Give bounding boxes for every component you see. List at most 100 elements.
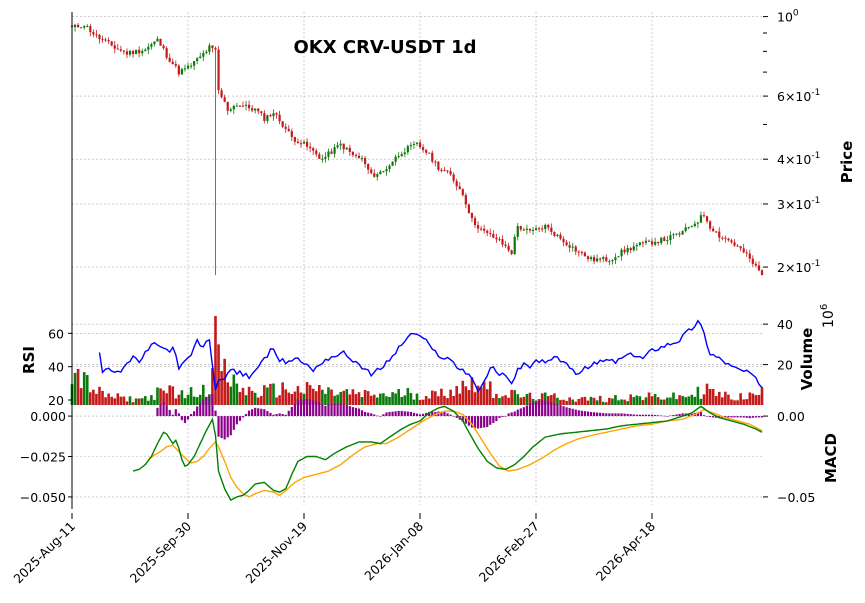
- volume-bar: [363, 389, 367, 405]
- volume-bar: [427, 398, 431, 405]
- candle-body: [693, 223, 696, 227]
- date-tick-label: 2025-Sep-30: [127, 518, 194, 585]
- candle-body: [403, 152, 406, 155]
- macd-histogram-bar: [528, 403, 532, 417]
- macd-histogram-bar: [400, 410, 403, 417]
- volume-bar: [739, 393, 742, 405]
- macd-histogram-bar: [214, 410, 217, 417]
- volume-unit-label: 106: [819, 304, 837, 328]
- volume-bar: [345, 389, 349, 405]
- volume-bar: [235, 383, 239, 405]
- volume-bar: [348, 394, 352, 405]
- candle-body: [672, 234, 675, 236]
- candle-body: [168, 57, 171, 62]
- volume-bar: [736, 400, 739, 405]
- candle-body: [577, 251, 580, 253]
- macd-histogram-bar: [489, 416, 492, 425]
- candle-body: [183, 68, 187, 70]
- candle-body: [675, 233, 678, 235]
- candle-body: [617, 256, 620, 258]
- volume-bar: [415, 393, 419, 405]
- macd-histogram-bar: [443, 411, 446, 417]
- macd-histogram-bar: [351, 407, 354, 417]
- volume-bar: [272, 383, 275, 405]
- candle-body: [605, 257, 608, 262]
- macd-histogram-bar: [760, 416, 764, 418]
- volume-bar: [522, 396, 526, 405]
- macd-histogram-bar: [550, 402, 553, 417]
- candle-body: [556, 234, 559, 236]
- macd-histogram-bar: [330, 404, 333, 417]
- volume-bar: [482, 381, 486, 405]
- candle-body: [77, 24, 80, 28]
- macd-histogram-bar: [269, 412, 272, 417]
- candle-body: [428, 152, 431, 154]
- volume-bar: [308, 385, 312, 405]
- volume-bar: [601, 401, 605, 405]
- candle-body: [614, 257, 617, 261]
- price-axis-title: Price: [838, 141, 856, 184]
- candle-body: [116, 48, 119, 50]
- macd-histogram-bar: [504, 416, 507, 417]
- candle-body: [626, 248, 629, 253]
- candle-body: [232, 105, 235, 110]
- macd-histogram-bar: [596, 412, 599, 417]
- macd-histogram-bar: [522, 407, 525, 417]
- macd-histogram-bar: [632, 414, 635, 417]
- volume-bar: [92, 389, 95, 405]
- volume-bar: [192, 396, 196, 405]
- volume-bar: [333, 395, 336, 405]
- volume-bar: [388, 396, 391, 405]
- macd-histogram-bar: [712, 416, 715, 418]
- volume-bar: [156, 387, 159, 405]
- volume-bar: [424, 396, 428, 405]
- macd-left-tick-label: −0.025: [20, 450, 66, 465]
- volume-bar: [153, 400, 156, 405]
- macd-histogram-bar: [534, 401, 538, 417]
- macd-histogram-bar: [654, 414, 657, 417]
- candle-body: [177, 65, 180, 75]
- volume-bar: [394, 393, 397, 405]
- macd-histogram-bar: [696, 412, 699, 417]
- volume-bar: [583, 396, 587, 405]
- volume-bar: [568, 397, 571, 405]
- macd-histogram-bar: [461, 416, 464, 422]
- volume-bar: [553, 393, 556, 405]
- candle-body: [211, 45, 214, 48]
- macd-histogram-bar: [348, 406, 351, 417]
- candle-body: [638, 242, 641, 245]
- macd-histogram-bar: [498, 416, 501, 418]
- volume-bar: [699, 398, 703, 405]
- macd-histogram-bar: [354, 407, 358, 417]
- volume-bar: [211, 368, 214, 405]
- candle-body: [205, 51, 208, 54]
- macd-histogram-bar: [360, 410, 364, 417]
- volume-bar: [760, 387, 764, 405]
- volume-bar: [302, 393, 306, 405]
- candle-body: [376, 174, 379, 177]
- volume-bar: [321, 389, 324, 405]
- candle-body: [125, 51, 129, 55]
- macd-histogram-bar: [220, 416, 223, 439]
- volume-bar: [690, 394, 694, 405]
- macd-histogram-bar: [299, 399, 303, 417]
- macd-histogram-bar: [473, 416, 477, 428]
- volume-bar: [614, 395, 617, 405]
- volume-bar: [314, 391, 318, 405]
- volume-bar: [256, 397, 260, 405]
- macd-histogram-bar: [293, 403, 296, 417]
- macd-histogram-bar: [357, 408, 361, 417]
- candle-body: [238, 105, 242, 107]
- candle-body: [281, 121, 284, 127]
- macd-histogram-bar: [315, 400, 318, 417]
- date-tick-label: 2025-Aug-11: [10, 519, 78, 587]
- volume-bar: [754, 395, 758, 405]
- volume-bar: [82, 372, 86, 405]
- macd-histogram-bar: [336, 403, 339, 417]
- macd-histogram-bar: [446, 413, 449, 417]
- volume-bar: [95, 393, 98, 405]
- candle-body: [684, 227, 687, 232]
- candle-body: [565, 242, 568, 246]
